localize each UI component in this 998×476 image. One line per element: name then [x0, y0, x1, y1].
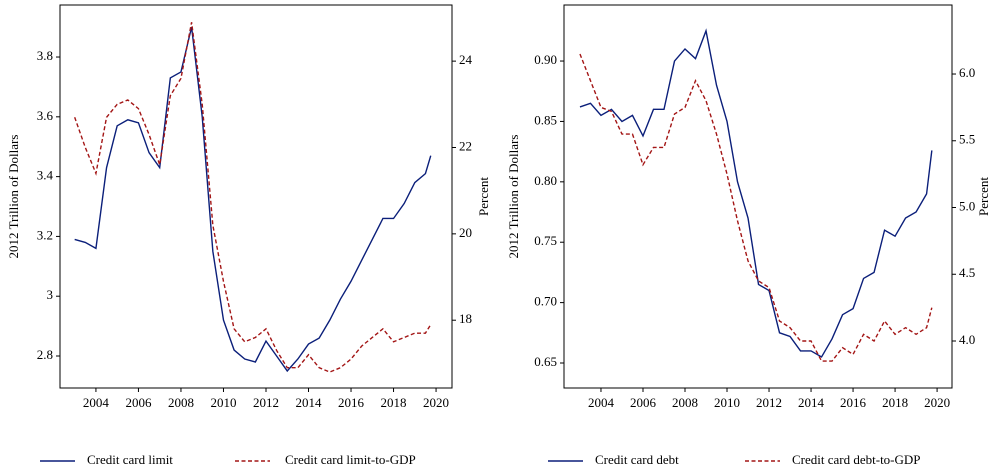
y2-axis-label: Percent [976, 177, 991, 216]
x-tick-label: 2006 [125, 395, 152, 410]
y2-tick-label: 20 [459, 225, 472, 240]
legend-label: Credit card limit [87, 452, 173, 467]
plot-frame [59, 4, 453, 389]
y-tick-label: 0.85 [534, 112, 557, 127]
legend-label: Credit card debt-to-GDP [792, 452, 921, 467]
x-tick-label: 2020 [423, 395, 449, 410]
x-tick-label: 2018 [381, 395, 407, 410]
x-tick-label: 2004 [588, 395, 615, 410]
y-tick-label: 0.65 [534, 354, 557, 369]
y2-axis-label: Percent [476, 177, 491, 216]
y-tick-label: 2.8 [37, 347, 53, 362]
y2-tick-label: 4.0 [959, 332, 975, 347]
y-tick-label: 0.80 [534, 173, 557, 188]
x-tick-label: 2010 [210, 395, 236, 410]
y-tick-label: 0.70 [534, 294, 557, 309]
y-tick-label: 0.75 [534, 233, 557, 248]
x-tick-label: 2008 [672, 395, 698, 410]
x-tick-label: 2010 [714, 395, 740, 410]
x-tick-label: 2016 [338, 395, 365, 410]
series-line [74, 26, 432, 373]
x-tick-label: 2012 [253, 395, 279, 410]
y-axis-label: 2012 Trillion of Dollars [506, 135, 521, 259]
x-tick-label: 2014 [296, 395, 323, 410]
y-tick-label: 3.8 [37, 48, 53, 63]
y2-tick-label: 6.0 [959, 65, 975, 80]
x-tick-label: 2012 [756, 395, 782, 410]
series-line [74, 22, 432, 373]
y-axis-label: 2012 Trillion of Dollars [6, 135, 21, 259]
legend-label: Credit card limit-to-GDP [285, 452, 416, 467]
x-tick-label: 2006 [630, 395, 657, 410]
y-tick-label: 3.2 [37, 227, 53, 242]
x-tick-label: 2018 [882, 395, 908, 410]
series-line [579, 53, 933, 362]
x-tick-label: 2016 [840, 395, 867, 410]
y2-tick-label: 18 [459, 311, 472, 326]
y-tick-label: 3 [47, 287, 54, 302]
x-tick-label: 2020 [924, 395, 950, 410]
y2-tick-label: 22 [459, 138, 472, 153]
plot-frame [563, 4, 953, 389]
y-tick-label: 3.6 [37, 108, 54, 123]
x-tick-label: 2004 [83, 395, 110, 410]
y2-tick-label: 5.5 [959, 132, 975, 147]
y2-tick-label: 5.0 [959, 198, 975, 213]
x-tick-label: 2014 [798, 395, 825, 410]
series-line [579, 28, 933, 358]
y2-tick-label: 24 [459, 52, 473, 67]
legend-label: Credit card debt [595, 452, 679, 467]
y2-tick-label: 4.5 [959, 265, 975, 280]
y-tick-label: 0.90 [534, 52, 557, 67]
y-tick-label: 3.4 [37, 168, 54, 183]
x-tick-label: 2008 [168, 395, 194, 410]
